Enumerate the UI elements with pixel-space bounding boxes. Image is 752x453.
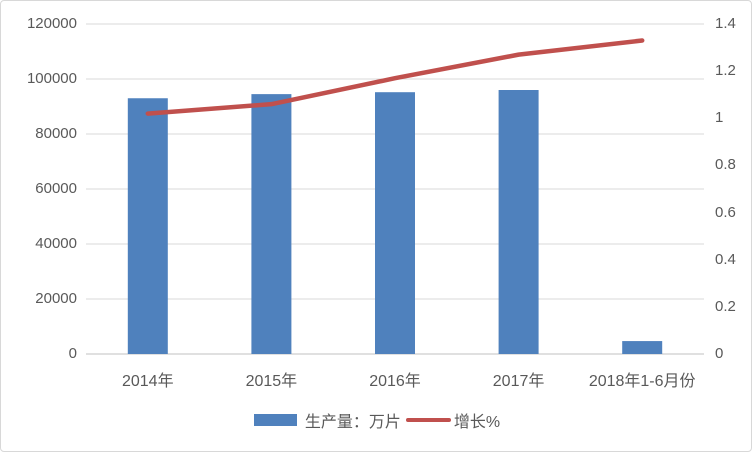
left-axis-tick-label: 100000 bbox=[26, 70, 77, 87]
legend-label: 增长% bbox=[453, 414, 501, 431]
bar-3 bbox=[498, 90, 539, 354]
right-axis-tick-label: 0.2 bbox=[715, 297, 736, 315]
left-axis-tick-label: 0 bbox=[68, 345, 77, 362]
x-axis-label: 2016年 bbox=[369, 373, 421, 390]
bar-0 bbox=[127, 98, 168, 354]
left-axis-tick-label: 40000 bbox=[35, 235, 77, 252]
left-axis-tick-label: 80000 bbox=[35, 125, 77, 142]
x-axis-label: 2018年1-6月份 bbox=[588, 373, 696, 390]
right-axis-tick-label: 1.4 bbox=[715, 15, 736, 32]
right-axis-tick-label: 0.8 bbox=[715, 156, 736, 174]
legend-line-swatch-icon bbox=[405, 417, 451, 423]
legend-bar-swatch-icon bbox=[253, 414, 297, 426]
left-axis-tick-label: 120000 bbox=[26, 15, 77, 32]
legend-label: 生产量：万片 bbox=[304, 414, 401, 431]
growth-line bbox=[145, 38, 645, 116]
x-axis-label: 2015年 bbox=[245, 373, 298, 390]
right-axis-tick-label: 1.2 bbox=[715, 62, 736, 80]
left-axis-tick-label: 60000 bbox=[35, 180, 77, 197]
x-axis-label: 2014年 bbox=[121, 373, 174, 390]
right-axis-tick-label: 0 bbox=[715, 345, 724, 362]
legend: 生产量：万片 增长% bbox=[1, 409, 752, 431]
right-axis-tick-label: 0.4 bbox=[715, 250, 736, 268]
right-axis-tick-label: 1 bbox=[715, 109, 724, 127]
left-axis-tick-label: 20000 bbox=[35, 290, 77, 307]
right-axis-tick-label: 0.6 bbox=[715, 203, 736, 221]
bar-1 bbox=[251, 94, 292, 354]
bar-4 bbox=[622, 341, 663, 354]
x-axis-label: 2017年 bbox=[492, 373, 545, 390]
bar-2 bbox=[375, 92, 415, 354]
